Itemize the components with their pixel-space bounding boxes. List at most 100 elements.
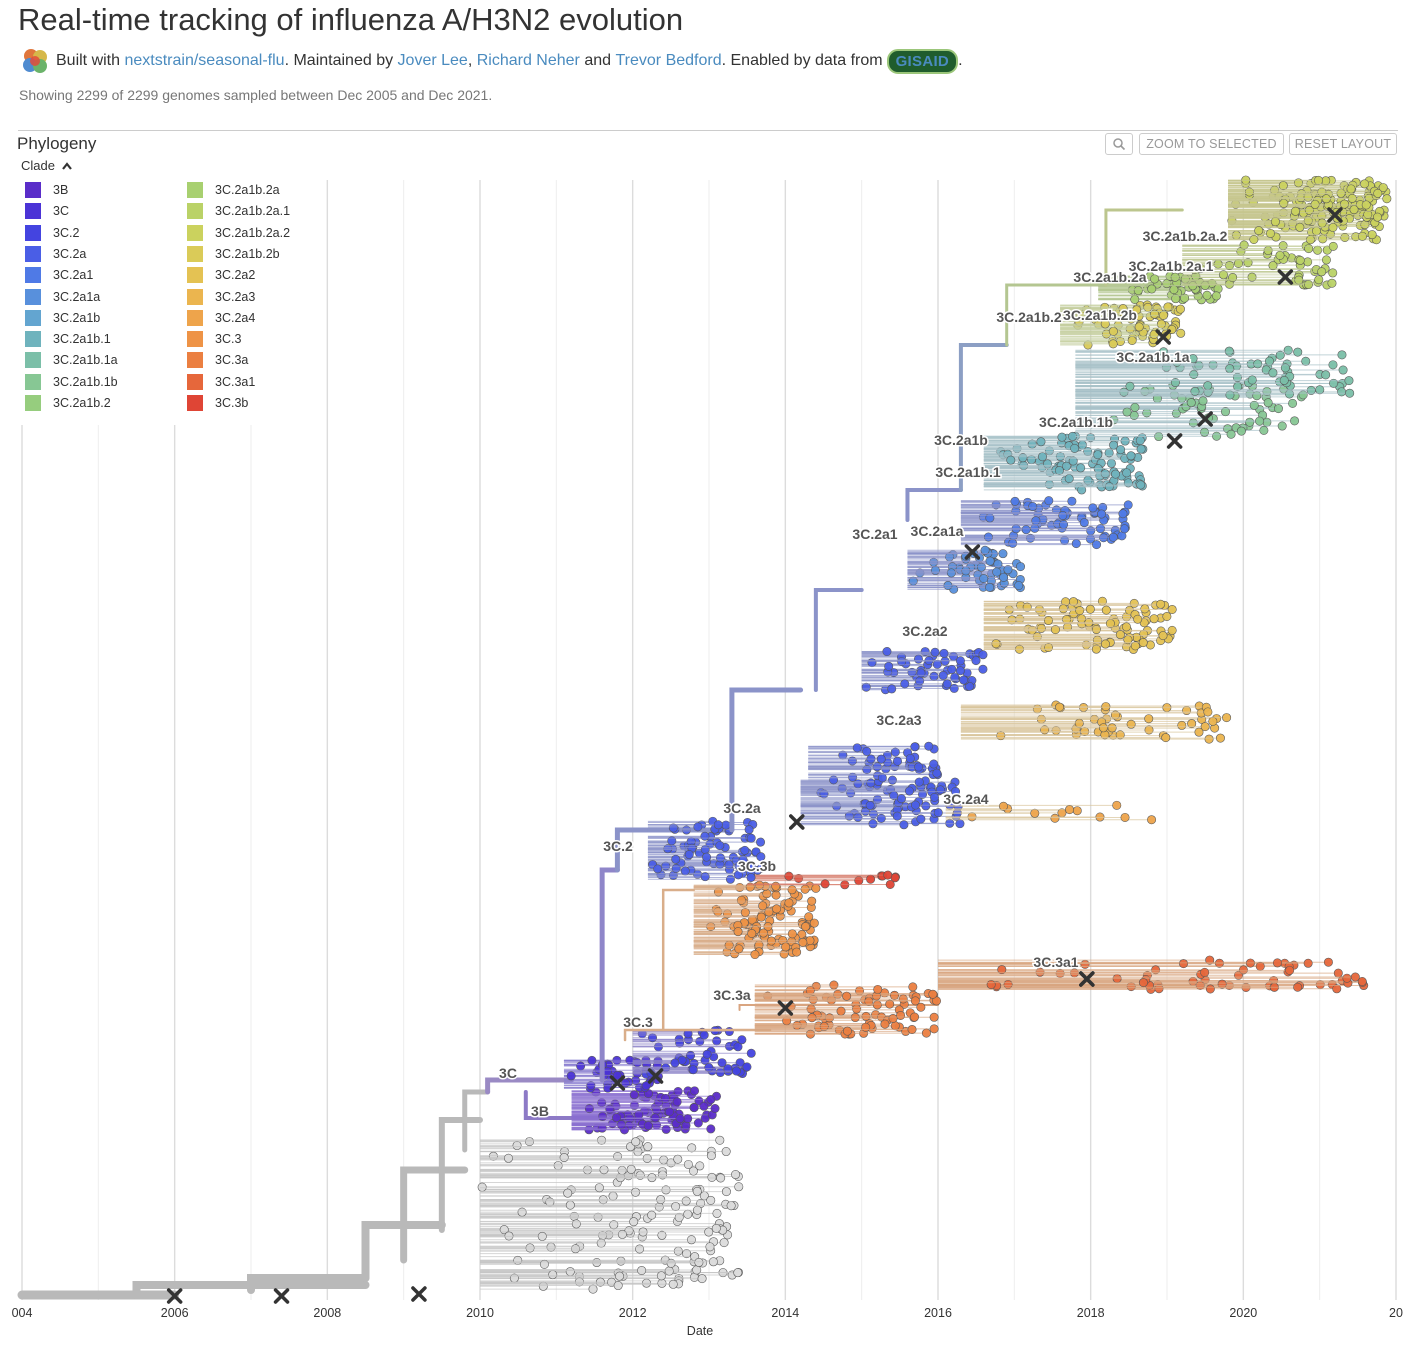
tip xyxy=(1373,188,1383,198)
tip xyxy=(1314,275,1324,285)
trunk-branch xyxy=(247,1274,370,1294)
legend-item[interactable]: 3C.2a4 xyxy=(187,309,255,327)
tip xyxy=(946,568,956,578)
legend-item[interactable]: 3C.2a1b.2a xyxy=(187,181,280,199)
tip xyxy=(1198,396,1208,406)
tip xyxy=(1255,416,1265,426)
tip xyxy=(784,898,794,908)
legend-item[interactable]: 3C.2a1a xyxy=(25,288,100,306)
tip xyxy=(1031,516,1041,526)
tip xyxy=(1120,812,1130,822)
tip xyxy=(1014,581,1024,591)
tip xyxy=(1127,335,1137,345)
tip xyxy=(1338,365,1348,375)
clade-label: 3C.3a xyxy=(713,987,751,1003)
legend-item[interactable]: 3C.2a1b.1b xyxy=(25,373,118,391)
tip xyxy=(800,884,810,894)
legend-swatch xyxy=(187,395,203,411)
branch-3c3 xyxy=(623,1028,772,1042)
tip xyxy=(1278,181,1288,191)
legend-item[interactable]: 3C xyxy=(25,202,69,220)
tip xyxy=(559,1153,569,1163)
tip xyxy=(1120,524,1130,534)
zoom-to-selected-button[interactable]: ZOOM TO SELECTED xyxy=(1139,133,1284,155)
legend-item[interactable]: 3C.2a1b.2a.2 xyxy=(187,224,290,242)
tip xyxy=(1121,622,1131,632)
tip xyxy=(1378,183,1388,193)
tip xyxy=(1147,284,1157,294)
legend-item[interactable]: 3C.2a1b.1 xyxy=(25,330,111,348)
tip xyxy=(942,679,952,689)
legend-label: 3C.2a xyxy=(53,246,87,261)
clade-label: 3C.2a2 xyxy=(902,623,947,639)
legend-item[interactable]: 3C.2a3 xyxy=(187,288,255,306)
tip xyxy=(1280,363,1290,373)
legend-item[interactable]: 3C.3b xyxy=(187,394,248,412)
legend-item[interactable]: 3C.3a1 xyxy=(187,373,255,391)
legend-item[interactable]: 3C.2a1 xyxy=(25,266,93,284)
tip xyxy=(766,936,776,946)
tip xyxy=(964,681,974,691)
tip xyxy=(563,1188,573,1198)
built-with-text: Built with xyxy=(56,52,121,69)
tip xyxy=(978,664,988,674)
legend-item[interactable]: 3C.2a1b xyxy=(25,309,100,327)
tip xyxy=(744,825,754,835)
vaccine-strain-marker xyxy=(964,544,981,560)
legend-item[interactable]: 3C.2a2 xyxy=(187,266,255,284)
tip xyxy=(1130,641,1140,651)
maintained-by-text: . Maintained by xyxy=(284,52,394,69)
tip xyxy=(1132,305,1142,315)
tip xyxy=(758,928,768,938)
tip xyxy=(1187,719,1197,729)
tip xyxy=(565,1200,575,1210)
tip xyxy=(1027,439,1037,449)
tip xyxy=(1203,707,1213,717)
tip xyxy=(955,666,965,676)
legend-swatch xyxy=(187,288,203,305)
legend-label: 3C.2a2 xyxy=(215,268,256,283)
maintainer-link-3[interactable]: Trevor Bedford xyxy=(615,52,722,69)
tip xyxy=(1188,354,1198,364)
tip xyxy=(914,777,924,787)
tip xyxy=(1116,445,1126,455)
legend-label: 3C.2a1b.1b xyxy=(53,374,118,389)
legend-item[interactable]: 3C.2 xyxy=(25,224,79,242)
legend-swatch xyxy=(25,267,41,284)
tip xyxy=(612,1070,622,1080)
legend-swatch xyxy=(25,182,41,198)
legend-item[interactable]: 3B xyxy=(25,181,68,199)
repo-link[interactable]: nextstrain/seasonal-flu xyxy=(124,52,285,69)
legend-toggle[interactable]: Clade xyxy=(21,158,73,173)
legend-item[interactable]: 3C.2a1b.2 xyxy=(25,394,111,412)
tip xyxy=(1179,959,1189,969)
tip xyxy=(587,1055,597,1065)
maintainer-link-2[interactable]: Richard Neher xyxy=(476,52,580,69)
tip xyxy=(477,1182,487,1192)
legend-item[interactable]: 3C.2a xyxy=(25,245,86,263)
zoom-icon-button[interactable] xyxy=(1105,133,1133,155)
tip xyxy=(998,549,1008,559)
reset-layout-button[interactable]: RESET LAYOUT xyxy=(1289,133,1397,155)
legend-swatch xyxy=(187,182,203,198)
tip xyxy=(733,927,743,937)
legend-item[interactable]: 3C.2a1b.2b xyxy=(187,245,280,263)
tip xyxy=(667,836,677,846)
tip xyxy=(1083,340,1093,350)
legend-item[interactable]: 3C.2a1b.1a xyxy=(25,351,118,369)
tip xyxy=(1220,407,1230,417)
tip xyxy=(1130,294,1140,304)
maintainer-link-1[interactable]: Jover Lee xyxy=(397,52,468,69)
tip xyxy=(1043,616,1053,626)
tip xyxy=(699,1101,709,1111)
tip xyxy=(1111,469,1121,479)
tip xyxy=(725,874,735,884)
trunk-branch xyxy=(400,1166,469,1264)
tip xyxy=(1259,425,1269,435)
legend-item[interactable]: 3C.2a1b.2a.1 xyxy=(187,202,290,220)
gisaid-badge[interactable]: GISAID xyxy=(886,48,959,74)
tip xyxy=(734,1182,744,1192)
legend-item[interactable]: 3C.3a xyxy=(187,351,248,369)
legend-item[interactable]: 3C.3 xyxy=(187,330,241,348)
